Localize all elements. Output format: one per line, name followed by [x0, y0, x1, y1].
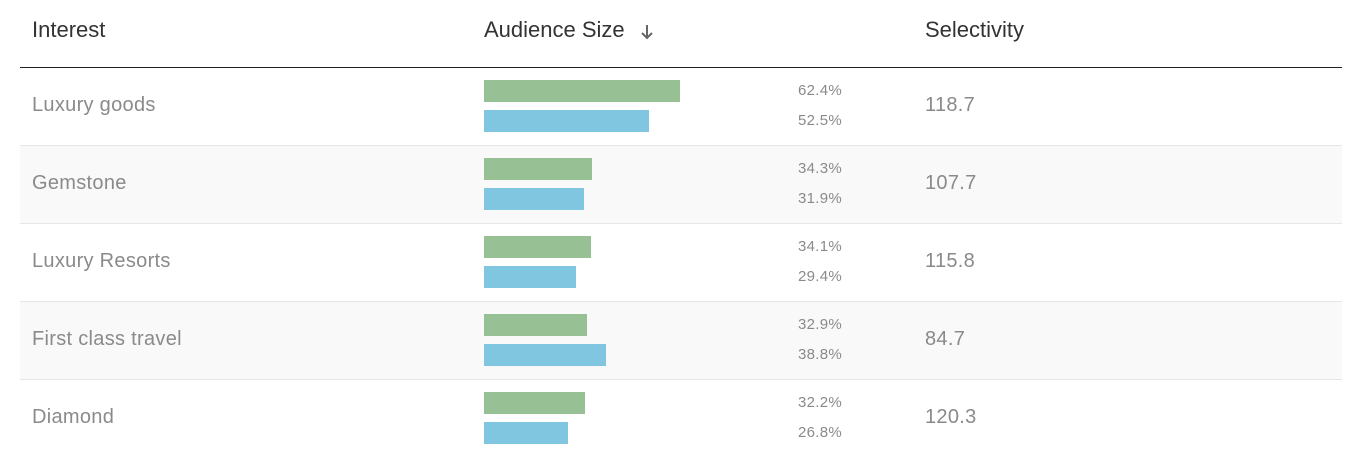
- audience-pct-secondary: 52.5%: [798, 112, 843, 129]
- table-header: Interest Audience Size Selectivity: [20, 0, 1342, 68]
- audience-bar-primary: [484, 236, 592, 258]
- audience-bar-primary: [484, 158, 592, 180]
- table-body: Luxury goods 62.4% 52.5% 118.7 Gemstone 34.3%…: [20, 68, 1342, 457]
- audience-pct-secondary: 38.8%: [798, 346, 843, 363]
- audience-bar-secondary: [484, 344, 606, 366]
- selectivity-value: 107.7: [925, 172, 977, 194]
- interest-name: First class travel: [32, 328, 182, 350]
- arrow-down-icon[interactable]: [639, 22, 655, 42]
- table-row: Luxury goods 62.4% 52.5% 118.7: [20, 68, 1342, 146]
- audience-bar-secondary: [484, 110, 649, 132]
- audience-pct-secondary: 29.4%: [798, 268, 843, 285]
- header-audience-size[interactable]: Audience Size: [484, 17, 655, 43]
- header-interest[interactable]: Interest: [32, 17, 106, 42]
- interest-name: Diamond: [32, 406, 115, 428]
- selectivity-value: 120.3: [925, 406, 977, 428]
- table-row: Luxury Resorts 34.1% 29.4% 115.8: [20, 224, 1342, 302]
- audience-pct-primary: 32.9%: [798, 316, 843, 333]
- selectivity-value: 115.8: [925, 250, 976, 272]
- audience-bar-primary: [484, 392, 586, 414]
- audience-bar-secondary: [484, 188, 585, 210]
- audience-bar-secondary: [484, 266, 577, 288]
- selectivity-value: 84.7: [925, 328, 966, 350]
- header-selectivity[interactable]: Selectivity: [925, 17, 1025, 42]
- audience-pct-secondary: 26.8%: [798, 424, 843, 441]
- audience-pct-primary: 34.1%: [798, 238, 843, 255]
- header-audience-size-label: Audience Size: [484, 17, 625, 42]
- audience-pct-primary: 62.4%: [798, 82, 843, 99]
- interest-table: Interest Audience Size Selectivity Luxur…: [20, 0, 1342, 457]
- interest-name: Gemstone: [32, 172, 127, 194]
- table-row: Gemstone 34.3% 31.9% 107.7: [20, 146, 1342, 224]
- interest-name: Luxury goods: [32, 94, 156, 116]
- audience-bar-primary: [484, 314, 588, 336]
- table-row: Diamond 32.2% 26.8% 120.3: [20, 380, 1342, 457]
- audience-pct-secondary: 31.9%: [798, 190, 843, 207]
- audience-pct-primary: 32.2%: [798, 394, 843, 411]
- table-row: First class travel 32.9% 38.8% 84.7: [20, 302, 1342, 380]
- audience-bar-secondary: [484, 422, 569, 444]
- interest-name: Luxury Resorts: [32, 250, 171, 272]
- audience-pct-primary: 34.3%: [798, 160, 843, 177]
- audience-bar-primary: [484, 80, 680, 102]
- selectivity-value: 118.7: [925, 94, 976, 116]
